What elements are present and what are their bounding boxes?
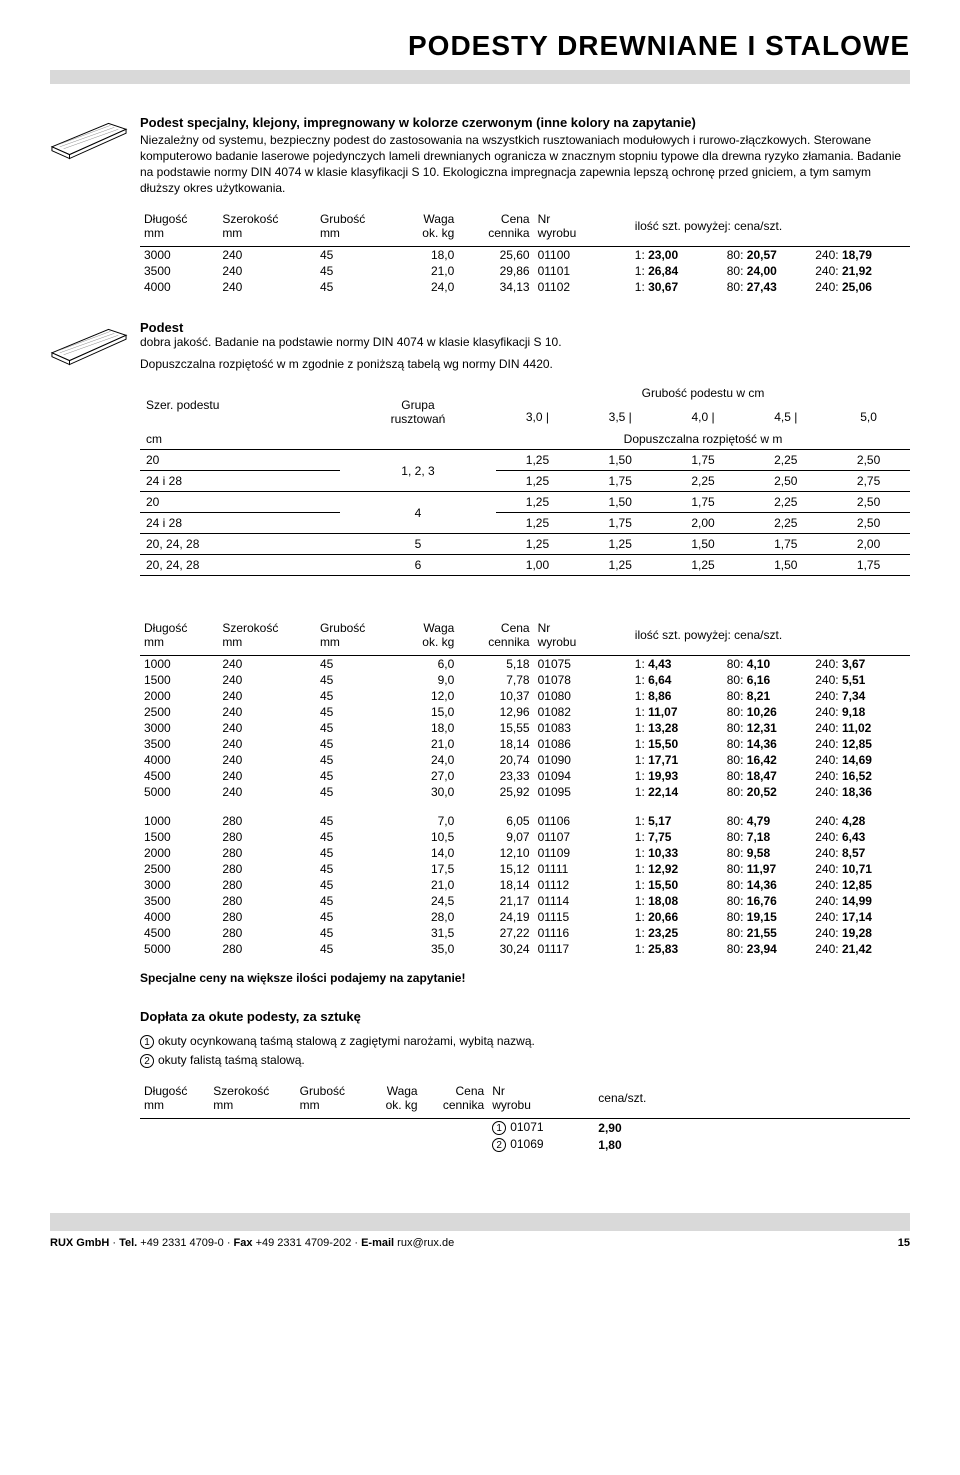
din-row: 20, 24, 2851,251,251,501,752,00 [140,534,910,555]
table-row: 25002404515,012,96010821: 11,0780: 10,26… [140,704,910,720]
product2-spec-table: Długość mm Szerokość mm Grubość mm Waga … [140,619,910,957]
table-row: 25002804517,515,12011111: 12,9280: 11,97… [140,861,910,877]
col-width: Szerokość mm [218,619,316,656]
special-prices-note: Specjalne ceny na większe ilości podajem… [140,971,910,985]
col-price: Cena cennika [422,1082,489,1119]
surcharge-options: 1 okuty ocynkowaną taśmą stalową z zagięt… [140,1034,910,1068]
table-row: 20002404512,010,37010801: 8,8680: 8,2124… [140,688,910,704]
table-row: 15002804510,59,07011071: 7,7580: 7,18240… [140,829,910,845]
table-row: 40002404524,020,74010901: 17,7180: 16,42… [140,752,910,768]
product1-table: Długość mm Szerokość mm Grubość mm Waga … [140,210,910,295]
din-thickness-col: 4,5 | [744,405,827,429]
surcharge-row: 2010691,80 [140,1136,910,1153]
product2-heading: Podest [140,320,183,335]
surcharge-row: 1010712,90 [140,1119,910,1137]
option-marker-2: 2 [140,1054,154,1068]
col-length: Długość mm [140,210,218,247]
table-row: 1500240459,07,78010781: 6,6480: 6,16240:… [140,672,910,688]
product-special-section: Podest specjalny, klejony, impregnowany … [50,114,910,295]
col-partno: Nr wyrobu [534,210,605,247]
surcharge-table: Długość mm Szerokość mm Grubość mm Waga … [140,1082,910,1153]
col-thick: Grubość mm [296,1082,368,1119]
col-thick: Grubość mm [316,210,397,247]
col-price: Cena cennika [458,619,533,656]
product1-desc-text: Niezależny od systemu, bezpieczny podest… [140,133,901,196]
page-footer: RUX GmbH · Tel. +49 2331 4709-0 · Fax +4… [50,1237,910,1249]
din-col-grupa: Grupa rusztowań [340,381,496,429]
footer-tel: +49 2331 4709-0 [140,1237,224,1249]
din-row: 201, 2, 31,251,501,752,252,50 [140,450,910,471]
product2-heading-line: Podest dobra jakość. Badanie na podstawi… [140,320,910,349]
col-width: Szerokość mm [218,210,316,247]
surcharge-heading: Dopłata za okute podesty, za sztukę [140,1009,910,1024]
table-row: 45002404527,023,33010941: 19,9380: 18,47… [140,768,910,784]
din-row: 24 i 281,251,752,252,502,75 [140,471,910,492]
table-row: 1000280457,06,05011061: 5,1780: 4,79240:… [140,800,910,829]
surcharge-line2: okuty falistą taśmą stalową. [158,1053,305,1067]
col-length: Długość mm [140,619,218,656]
table-row: 35002804524,521,17011141: 18,0880: 16,76… [140,893,910,909]
din-thickness-col: 3,0 | [496,405,579,429]
table-row: 1000240456,05,18010751: 4,4380: 4,10240:… [140,656,910,673]
col-length: Długość mm [140,1082,209,1119]
footer-divider [50,1213,910,1231]
col-price: Cena cennika [458,210,533,247]
col-weight: Waga ok. kg [368,1082,422,1119]
table-row: 35002404521,029,86011011: 26,8480: 24,00… [140,263,910,279]
title-divider [50,70,910,84]
table-row: 50002404530,025,92010951: 22,1480: 20,52… [140,784,910,800]
footer-fax-label: Fax [234,1237,253,1249]
table-row: 20002804514,012,10011091: 10,3380: 9,582… [140,845,910,861]
table-row: 30002404518,025,60011001: 23,0080: 20,57… [140,247,910,264]
footer-company: RUX GmbH [50,1237,109,1249]
page-number: 15 [898,1237,910,1249]
product-standard-section: Podest dobra jakość. Badanie na podstawi… [50,320,910,594]
col-qtyprice: ilość szt. powyżej: cena/szt. [605,619,910,656]
col-partno: Nr wyrobu [488,1082,568,1119]
plank-icon [50,324,128,368]
table-row: 30002804521,018,14011121: 15,5080: 14,36… [140,877,910,893]
din-thickness-col: 4,0 | [662,405,745,429]
din-col-grubosc: Grubość podestu w cm [496,381,910,405]
page-title: PODESTY DREWNIANE I STALOWE [50,30,910,62]
table-row: 40002804528,024,19011151: 20,6680: 19,15… [140,909,910,925]
footer-tel-label: Tel. [119,1237,137,1249]
din-row: 20, 24, 2861,001,251,251,501,75 [140,555,910,576]
col-width: Szerokość mm [209,1082,295,1119]
table-row: 30002404518,015,55010831: 13,2880: 12,31… [140,720,910,736]
din-thickness-col: 3,5 | [579,405,662,429]
din-col-szer: Szer. podestu [140,381,340,429]
table-row: 45002804531,527,22011161: 23,2580: 21,55… [140,925,910,941]
table-row: 50002804535,030,24011171: 25,8380: 23,94… [140,941,910,957]
option-marker-1: 1 [140,1035,154,1049]
col-unitprice: cena/szt. [568,1082,679,1119]
table-row: 35002404521,018,14010861: 15,5080: 14,36… [140,736,910,752]
din-rozp-label: Dopuszczalna rozpiętość w m [496,429,910,450]
col-qtyprice: ilość szt. powyżej: cena/szt. [605,210,910,247]
product2-desc1: dobra jakość. Badanie na podstawie normy… [140,335,562,349]
table-row: 40002404524,034,13011021: 30,6780: 27,43… [140,279,910,295]
product1-heading: Podest specjalny, klejony, impregnowany … [140,115,696,130]
plank-icon [50,118,128,162]
footer-email-label: E-mail [361,1237,394,1249]
footer-email: rux@rux.de [397,1237,454,1249]
din-thickness-col: 5,0 [827,405,910,429]
din-span-table: Szer. podestu Grupa rusztowań Grubość po… [140,381,910,576]
col-partno: Nr wyrobu [534,619,605,656]
col-weight: Waga ok. kg [397,619,458,656]
col-weight: Waga ok. kg [397,210,458,247]
col-thick: Grubość mm [316,619,397,656]
product1-description: Podest specjalny, klejony, impregnowany … [140,114,910,196]
surcharge-line1: okuty ocynkowaną taśmą stalową z zagięty… [158,1034,535,1048]
product2-desc2: Dopuszczalna rozpiętość w m zgodnie z po… [140,357,910,371]
footer-fax: +49 2331 4709-202 [256,1237,352,1249]
din-row: 2041,251,501,752,252,50 [140,492,910,513]
din-cm-label: cm [140,429,340,450]
din-row: 24 i 281,251,752,002,252,50 [140,513,910,534]
